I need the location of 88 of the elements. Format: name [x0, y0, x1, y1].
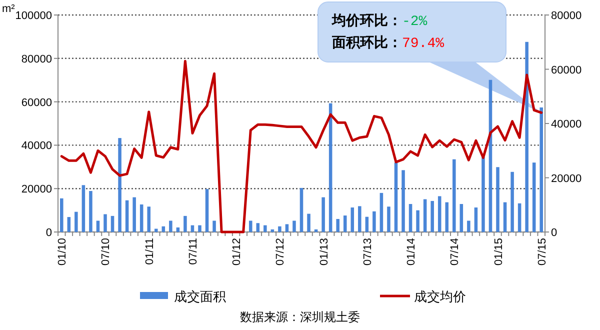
bar	[540, 107, 543, 232]
bar	[416, 210, 420, 232]
bar	[132, 197, 136, 232]
bar	[67, 217, 71, 232]
bar	[256, 223, 260, 232]
bar	[445, 202, 449, 232]
x-tick-label: 01/10	[56, 238, 69, 266]
bar	[423, 199, 427, 232]
bar	[285, 224, 289, 232]
bar	[394, 162, 398, 232]
bar	[110, 216, 114, 232]
bar	[380, 192, 384, 232]
bar	[482, 157, 485, 232]
source-note: 数据来源：深圳规土委	[240, 310, 360, 324]
line-series	[60, 60, 543, 234]
bar	[503, 202, 507, 232]
bar	[510, 172, 514, 232]
bar	[402, 170, 405, 232]
bar	[452, 159, 456, 232]
x-tick-label: 07/10	[100, 238, 112, 266]
bar	[118, 138, 122, 232]
bar	[496, 167, 500, 232]
bar	[343, 216, 347, 232]
y2-tick-label: 40000	[551, 118, 582, 130]
bar	[212, 220, 216, 232]
bar	[300, 188, 304, 232]
annotation: 面积环比：79.4%	[331, 34, 445, 52]
bar	[438, 196, 442, 232]
callout: 均价环比：-2% 面积环比：79.4%	[318, 2, 542, 113]
bar	[205, 189, 209, 232]
bar	[336, 218, 340, 232]
y2-tick-label: 60000	[551, 64, 582, 76]
bar	[154, 228, 158, 232]
bar	[176, 227, 180, 232]
legend-label: 成交面积	[174, 289, 226, 304]
bar	[358, 206, 362, 232]
bar	[292, 220, 296, 232]
bar	[169, 220, 172, 232]
bar	[365, 216, 369, 232]
x-tick-label: 07/11	[187, 238, 200, 265]
bar	[96, 220, 100, 232]
bar	[350, 207, 354, 232]
bar	[532, 162, 536, 232]
bar	[467, 220, 470, 232]
bar	[89, 190, 92, 232]
bar	[264, 225, 267, 232]
x-tick-label: 01/15	[492, 238, 505, 266]
bar	[147, 206, 150, 232]
x-tick-label: 07/14	[449, 238, 462, 266]
y-tick-label: 40000	[21, 140, 52, 152]
x-tick-label: 01/12	[231, 238, 244, 266]
y-tick-label: 0	[46, 227, 52, 239]
y-tick-label: 20000	[21, 184, 52, 196]
bar	[248, 220, 252, 232]
bar	[278, 226, 282, 232]
legend-label: 成交均价	[414, 289, 466, 304]
bar	[474, 207, 478, 232]
x-tick-label: 01/11	[144, 238, 156, 265]
y2-tick-label: 0	[551, 227, 558, 239]
bar	[140, 204, 144, 232]
y-tick-label: 80000	[21, 53, 52, 66]
bar	[74, 212, 78, 232]
y-tick-label: 100000	[15, 10, 52, 22]
x-tick-label: 01/14	[406, 238, 418, 266]
x-tick-label: 07/12	[274, 238, 287, 266]
y2-tick-label: 20000	[551, 172, 582, 185]
bar	[518, 203, 522, 232]
y2-tick-label: 80000	[551, 10, 582, 22]
bar	[408, 204, 412, 232]
x-tick-label: 01/13	[318, 238, 330, 266]
bar	[387, 206, 390, 232]
bar	[60, 198, 64, 232]
bar	[125, 200, 129, 232]
bar	[525, 42, 528, 232]
bar	[322, 197, 325, 232]
bar	[198, 225, 202, 232]
bar	[184, 216, 187, 232]
bar	[460, 204, 464, 232]
annotation: 均价环比：-2%	[331, 12, 428, 30]
bar	[430, 200, 434, 232]
x-tick-label: 07/15	[536, 238, 548, 266]
x-tick-label: 07/13	[362, 238, 374, 266]
y-tick-label: 60000	[21, 96, 52, 109]
y-axis-title: m²	[2, 3, 16, 15]
bar	[372, 211, 376, 232]
bar	[307, 214, 310, 232]
bar	[104, 214, 107, 232]
bar	[82, 185, 86, 232]
